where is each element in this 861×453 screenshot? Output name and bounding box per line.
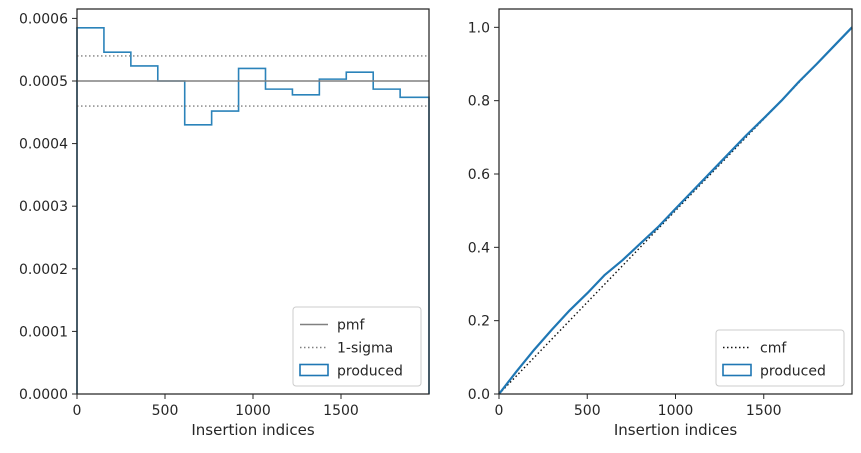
- y-tick-label: 0.0: [468, 387, 490, 403]
- y-tick-label: 0.0006: [19, 11, 68, 27]
- y-tick-label: 0.0000: [19, 387, 68, 403]
- legend-box: [715, 329, 845, 387]
- legend-label-produced: produced: [337, 364, 403, 380]
- y-tick-label: 0.0001: [19, 324, 68, 340]
- x-tick-label: 1000: [235, 403, 271, 419]
- legend-label-cmf: cmf: [760, 341, 787, 357]
- y-tick-label: 0.0002: [19, 262, 68, 278]
- y-tick-label: 0.0003: [19, 199, 68, 215]
- legend-label-1-sigma: 1-sigma: [337, 341, 393, 357]
- y-tick-label: 0.8: [468, 94, 490, 110]
- y-tick-label: 0.2: [468, 314, 490, 330]
- x-tick-label: 1000: [658, 403, 694, 419]
- x-tick-label: 0: [73, 403, 82, 419]
- x-tick-label: 500: [574, 403, 601, 419]
- legend-label-produced: produced: [760, 364, 826, 380]
- cumulative-chart: 0.0 0.2 0.4 0.6 0.8 1.0 0 500 1000 1500 Insertion …: [468, 8, 853, 439]
- histogram-chart: 0.0000 0.0001 0.0002 0.0003 0.0004 0.0005 0.00…: [19, 8, 430, 439]
- y-tick-label: 0.0004: [19, 137, 68, 153]
- series-produced: [498, 26, 853, 395]
- legend-label-pmf: pmf: [337, 318, 366, 334]
- y-tick-label: 0.4: [468, 240, 490, 256]
- x-axis-label: Insertion indices: [614, 421, 737, 439]
- legend-swatch-produced: [722, 363, 752, 377]
- y-tick-label: 0.6: [468, 167, 490, 183]
- x-tick-label: 0: [495, 403, 504, 419]
- y-tick-label: 0.0005: [19, 74, 68, 90]
- x-axis-label: Insertion indices: [191, 421, 314, 439]
- legend-swatch-produced: [299, 363, 329, 377]
- x-tick-label: 500: [152, 403, 179, 419]
- x-tick-label: 1500: [323, 403, 359, 419]
- legend-box: [292, 306, 422, 387]
- y-tick-label: 1.0: [468, 20, 490, 36]
- x-tick-label: 1500: [746, 403, 782, 419]
